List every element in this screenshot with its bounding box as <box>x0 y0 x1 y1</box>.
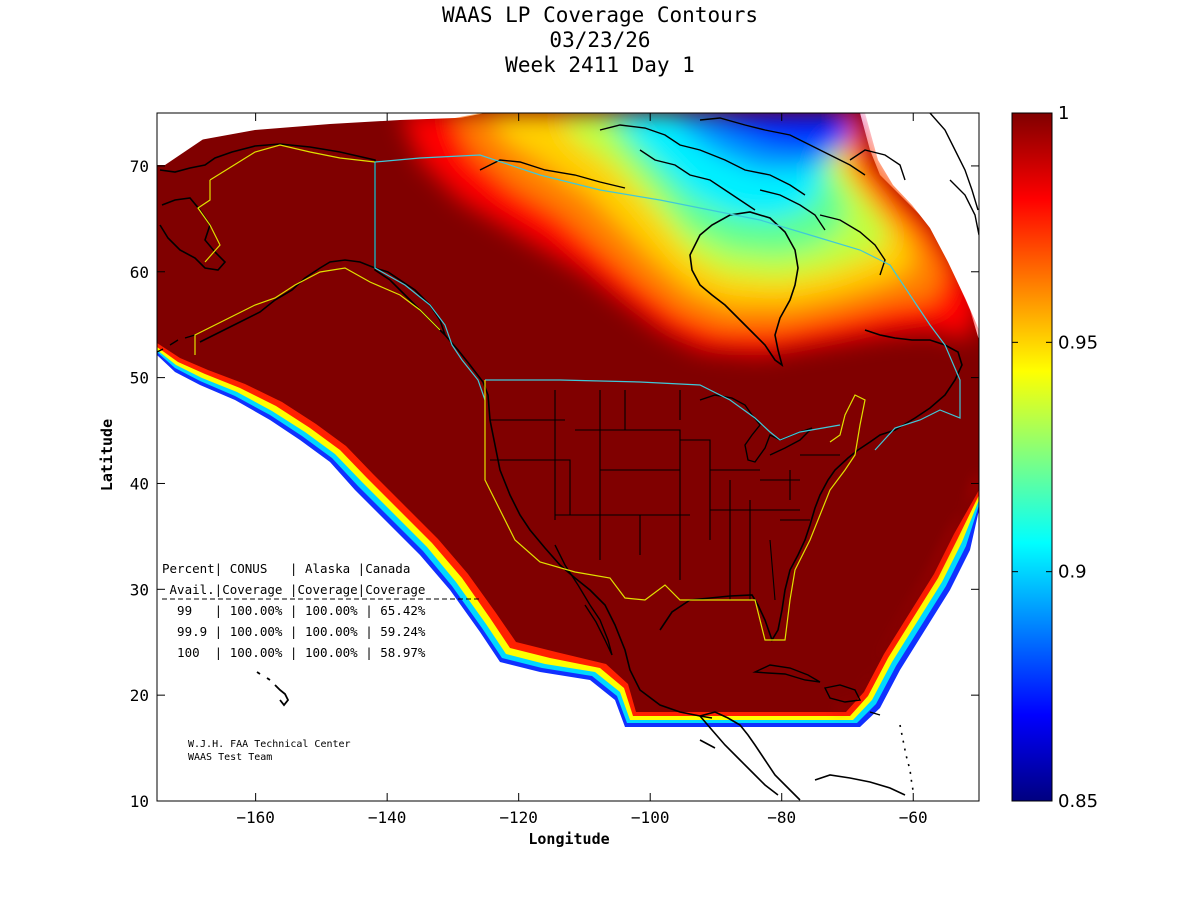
no-coverage-top-right-edge <box>865 113 979 330</box>
coastline-alaska <box>159 143 446 343</box>
colorbar-tick-label: 0.95 <box>1058 332 1098 353</box>
y-tick-label: 40 <box>130 474 149 493</box>
hawaii-islands <box>256 671 290 707</box>
x-tick-label: −140 <box>368 808 407 827</box>
coastline-hudson-bay <box>689 211 799 367</box>
y-tick-label: 50 <box>130 369 149 388</box>
coastline-greenland <box>929 113 979 236</box>
table-header-1: Percent| CONUS | Alaska |Canada <box>162 561 410 576</box>
x-tick-label: −80 <box>767 808 796 827</box>
x-axis-label: Longitude <box>528 830 609 848</box>
coastline-baja <box>554 544 613 656</box>
table-header-2: Avail.|Coverage |Coverage|Coverage <box>162 582 425 597</box>
plot-frame <box>156 112 980 802</box>
coastline-central-america <box>699 715 906 796</box>
y-tick-label: 70 <box>130 157 149 176</box>
y-axis-label: Latitude <box>98 419 116 491</box>
y-tick-label: 30 <box>130 580 149 599</box>
credit-line-2: WAAS Test Team <box>188 752 272 763</box>
table-row: 99.9 | 100.00% | 100.00% | 59.24% <box>162 624 426 639</box>
x-tick-label: −60 <box>899 808 928 827</box>
great-lakes <box>699 394 813 463</box>
coverage-table: Percent| CONUS | Alaska |Canada Avail.|C… <box>162 561 480 660</box>
x-tick-label: −100 <box>631 808 670 827</box>
y-tick-label: 20 <box>130 686 149 705</box>
aleutian-islands <box>157 334 196 353</box>
coastline-caribbean <box>752 664 881 716</box>
northern-degradation <box>400 113 979 355</box>
colorbar-tick-label: 1 <box>1058 103 1069 124</box>
y-tick-label: 60 <box>130 263 149 282</box>
x-axis-ticks: −160 −140 −120 −100 −80 −60 <box>236 113 928 827</box>
credit-line-1: W.J.H. FAA Technical Center <box>188 739 351 750</box>
coastline-west <box>444 334 713 719</box>
chart-date: 03/23/26 <box>549 28 651 52</box>
no-coverage-top-left-edge <box>157 113 480 163</box>
table-row: 99 | 100.00% | 100.00% | 65.42% <box>162 603 426 618</box>
chart-week-day: Week 2411 Day 1 <box>505 53 695 77</box>
colorbar-ticks: 0.85 0.9 0.95 1 <box>1012 103 1098 812</box>
y-tick-label: 10 <box>130 792 149 811</box>
colorbar-tick-label: 0.85 <box>1058 791 1098 812</box>
service-volume-canada <box>374 154 961 451</box>
table-row: 100 | 100.00% | 100.00% | 58.97% <box>162 645 426 660</box>
map-lines <box>157 113 979 801</box>
service-volume-conus <box>484 380 866 641</box>
x-tick-label: −160 <box>236 808 275 827</box>
service-volume-alaska <box>194 144 441 355</box>
chart-title: WAAS LP Coverage Contours <box>441 3 759 27</box>
y-axis-ticks: 10 20 30 40 50 60 70 <box>130 157 979 811</box>
us-state-lines <box>490 390 840 601</box>
coastline-east <box>659 329 963 801</box>
coastline-arctic <box>479 117 906 276</box>
colorbar <box>1011 112 1053 802</box>
x-tick-label: −120 <box>499 808 538 827</box>
colorbar-tick-label: 0.9 <box>1058 562 1087 583</box>
